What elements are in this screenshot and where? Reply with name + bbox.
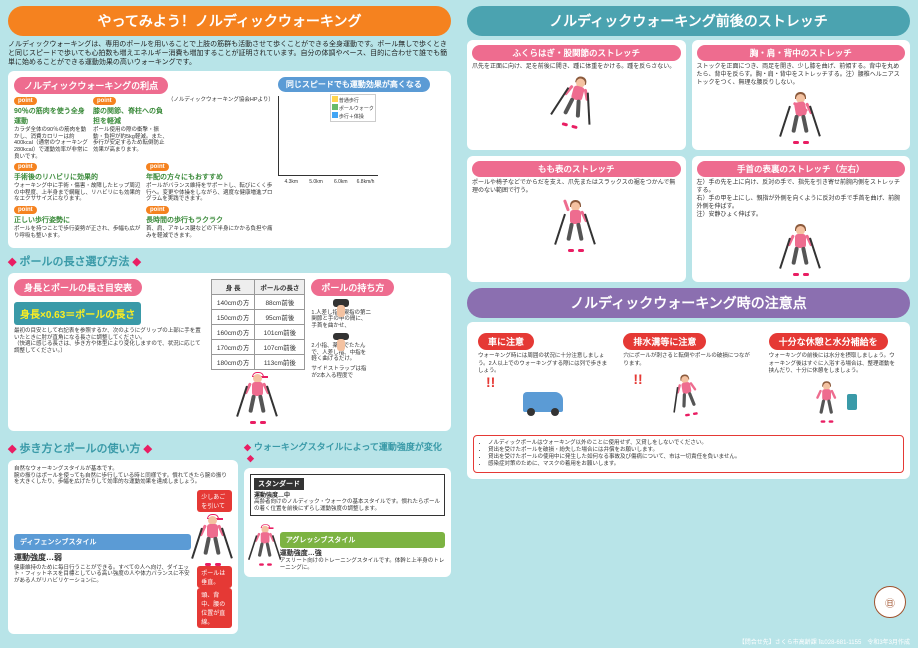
stretch-header: ノルディックウォーキング前後のストレッチ xyxy=(467,6,910,36)
length-table-title: 身長とポールの長さ目安表 xyxy=(14,279,142,296)
defensive-title: ディフェンシブスタイル xyxy=(14,534,191,550)
city-seal: ㊐ xyxy=(874,586,906,618)
length-note: 最初の目安として右記表を参照するか、次のようにグリップの上部に手を置いたときに肘… xyxy=(14,328,205,354)
caution-header: ノルディックウォーキング時の注意点 xyxy=(467,288,910,318)
left-header: やってみよう！ノルディックウォーキング xyxy=(8,6,451,36)
grip-figure: 1.人差し指と親指の第二関節と手の甲の間に、手首を曲かせ、 2.小指、薬指でたた… xyxy=(311,299,371,379)
stretch-title: もも表のストレッチ xyxy=(472,161,681,177)
length-formula: 身長×0.63＝ポールの長さ xyxy=(14,302,141,325)
point-title-2: 手術後のリハビリに効果的 xyxy=(14,172,142,182)
car-icon xyxy=(523,392,563,412)
walk-panel: 自然なウォーキングスタイルが基本です。 腕の振りはポールを使っても自然に歩行して… xyxy=(8,460,238,634)
notes-box: ノルディックポールはウォーキング以外のことに使用せず、又貸しをしないでください。… xyxy=(473,435,904,474)
caution-title: 車に注意 xyxy=(478,333,534,350)
point-title-1: 膝の関節、脊柱への負担を軽減 xyxy=(93,106,168,126)
callout-0: 少しあごを引いて xyxy=(197,490,232,512)
caution-box: 排水溝等に注意穴にポールが刺さると転倒やポールの破損につながります。!! xyxy=(618,328,758,430)
walker-std xyxy=(253,525,274,567)
defensive-label: 運動強度…弱 xyxy=(14,552,191,563)
point-tag: point xyxy=(14,97,37,105)
point-title-3: 年配の方々にもおすすめ xyxy=(146,172,274,182)
stretch-text: 爪先を正面に向け、足を前後に開き、踵に体重をかける。踵を反らさない。 xyxy=(472,64,681,72)
length-table: 身 長ポールの長さ140cmの方88cm前後150cmの方95cm前後160cm… xyxy=(211,279,306,370)
caution-text: ウォーキングの前後には水分を摂取しましょう。ウォーキング後はすぐに入浴する場合は… xyxy=(769,353,899,374)
benefits-panel: ノルディックウォーキングの利点 （ノルディックウォーキング協会HPより） poi… xyxy=(8,71,451,248)
chart-note: （ノルディックウォーキング協会HPより） xyxy=(168,97,274,104)
caution-box: 車に注意ウォーキング時には周囲の状況に十分注意しましょう。2人以上でのウォーキン… xyxy=(473,328,613,430)
point-title-4: 正しい歩行姿勢に xyxy=(14,215,142,225)
walker-figure xyxy=(242,372,274,424)
walk-intro: 自然なウォーキングスタイルが基本です。 腕の振りはポールを使っても自然に歩行して… xyxy=(14,466,232,486)
point-text-5: 首、肩、アキレス腱などの下半身にかかる負担や痛みを軽減できます。 xyxy=(146,226,274,239)
stretch-text: 左）手の先を上に向け、反対の手で、指先を引き寄せ前腕内側をストレッチする。 右）… xyxy=(697,180,906,219)
aggressive-text: アスリート向けのトレーニングスタイルです。体幹と上半身のトレーニングに。 xyxy=(280,558,445,571)
standard-title: スタンダード xyxy=(254,478,304,490)
point-tag: point xyxy=(146,163,169,171)
benefits-title: ノルディックウォーキングの利点 xyxy=(14,77,168,94)
stretch-box: もも表のストレッチポールや椅子などでからだを支え、爪先またはスラックスの裾をつか… xyxy=(467,156,686,282)
note-item: ノルディックポールはウォーキング以外のことに使用せず、又貸しをしないでください。 xyxy=(488,440,899,447)
stretch-figure xyxy=(560,200,592,252)
caution-text: ウォーキング時には周囲の状況に十分注意しましょう。2人以上でのウォーキングする際… xyxy=(478,353,608,374)
point-text-1: ポール使用の際の衝撃・振動・負担が約5kg軽減。また、歩行が安定するため転倒防止… xyxy=(93,127,168,153)
point-text-2: ウォーキング中に手術・傷害・故障したヒップ周辺の中程度、上半身まで網羅し、リハビ… xyxy=(14,183,142,203)
point-title-0: 90％の筋肉を使う全身運動 xyxy=(14,106,89,126)
style-panel: スタンダード 運動強度…中 高齢者向けのノルディック・ウォークの基本スタイルです… xyxy=(244,468,451,577)
point-text-3: ポールがバランス維持をサポートし、転びにくく歩行へ。変更や体操をしながら、適度な… xyxy=(146,183,274,203)
stretch-box: 胸・肩・背中のストレッチストックを正面につき、両足を開き、少し膝を曲げ、前傾する… xyxy=(692,40,911,150)
walker-demo xyxy=(197,514,229,566)
intro: ノルディックウォーキングは、専用のポールを用いることで上肢の筋群も活動させて歩く… xyxy=(8,40,451,67)
note-item: 感染症対策のために、マスクの着用をお願いします。 xyxy=(488,461,899,468)
point-title-5: 長時間の歩行もラクラク xyxy=(146,215,274,225)
callout-3: 頭、背中、腰の位置が直線。 xyxy=(197,588,232,628)
chart-title: 同じスピードでも運動効果が高くなる xyxy=(278,77,430,92)
caution-title: 排水溝等に注意 xyxy=(623,333,706,350)
aggressive-label: 運動強度…強 xyxy=(280,548,445,558)
point-text-0: カラダ全体の90％の筋肉を動かし、消費カロリーは約400kcal（通常のウォーキ… xyxy=(14,127,89,160)
point-tag: point xyxy=(14,163,37,171)
callout-2: ポールは垂直。 xyxy=(197,566,232,588)
caution-box: 十分な休憩と水分補給をウォーキングの前後には水分を摂取しましょう。ウォーキング後… xyxy=(764,328,904,430)
aggressive-title: アグレッシブスタイル xyxy=(280,532,445,548)
point-text-4: ポールを持つことで歩行姿勢が正され、歩幅も広がり呼吸も整います。 xyxy=(14,226,142,239)
stretch-title: 手首の表裏のストレッチ（左右） xyxy=(697,161,906,177)
left-page: やってみよう！ノルディックウォーキング ノルディックウォーキングは、専用のポール… xyxy=(0,0,459,648)
standard-text: 高齢者向けのノルディック・ウォークの基本スタイルです。慣れたらポールの着く位置を… xyxy=(254,499,441,512)
hold-title: ポールの持ち方 xyxy=(311,279,394,296)
caution-panel: 車に注意ウォーキング時には周囲の状況に十分注意しましょう。2人以上でのウォーキン… xyxy=(467,322,910,479)
footer: 【問合せ先】さくら市高齢課 ℡028-681-1155 令和3年3月作成 xyxy=(739,637,910,646)
stretch-figure xyxy=(554,73,598,132)
stretch-figure xyxy=(785,92,817,144)
stretch-box: ふくらはぎ・股関節のストレッチ爪先を正面に向け、足を前後に開き、踵に体重をかける… xyxy=(467,40,686,150)
stretch-text: ストックを正面につき、両足を開き、少し膝を曲げ、前傾する。背中を丸めたら、背中を… xyxy=(697,64,906,87)
point-tag: point xyxy=(14,206,37,214)
point-tag: point xyxy=(93,97,116,105)
point-tag: point xyxy=(146,206,169,214)
bottle-icon xyxy=(847,394,857,410)
hold-step-2: サイドストラップは指が2本入る程度で xyxy=(311,366,371,379)
walk-section-title: 歩き方とポールの使い方 xyxy=(8,440,238,456)
caution-title: 十分な休憩と水分補給を xyxy=(769,333,888,350)
stretch-grid: ふくらはぎ・股関節のストレッチ爪先を正面に向け、足を前後に開き、踵に体重をかける… xyxy=(467,40,910,282)
stretch-title: ふくらはぎ・股関節のストレッチ xyxy=(472,45,681,61)
caution-text: 穴にポールが刺さると転倒やポールの破損につながります。 xyxy=(623,353,753,367)
note-item: 貸出を受けたポールを破損・紛失した場合には弁償をお願いします。 xyxy=(488,447,899,454)
length-section-title: ポールの長さ選び方法 xyxy=(8,253,451,269)
style-section-title: ウォーキングスタイルによって運動強度が変化 xyxy=(244,440,451,464)
stretch-box: 手首の表裏のストレッチ（左右） 左）手の先を上に向け、反対の手で、指先を引き寄せ前… xyxy=(692,156,911,282)
right-page: ノルディックウォーキング前後のストレッチ ふくらはぎ・股関節のストレッチ爪先を正… xyxy=(459,0,918,648)
stretch-figure xyxy=(785,224,817,276)
defensive-text: 健康維持のために毎日行うことができる。すべての人へ向け、ダイエット・フィットネス… xyxy=(14,565,191,585)
stretch-title: 胸・肩・背中のストレッチ xyxy=(697,45,906,61)
bar-chart: 普通歩行 ポールウォーク 歩行＋体操4.3km5.0km6.0km6.8km/h xyxy=(278,96,378,176)
length-panel: 身長とポールの長さ目安表 身長×0.63＝ポールの長さ 最初の目安として右記表を… xyxy=(8,273,451,431)
stretch-text: ポールや椅子などでからだを支え、爪先またはスラックスの裾をつかんで無理のない範囲… xyxy=(472,180,681,196)
standard-label: 運動強度…中 xyxy=(254,490,441,499)
